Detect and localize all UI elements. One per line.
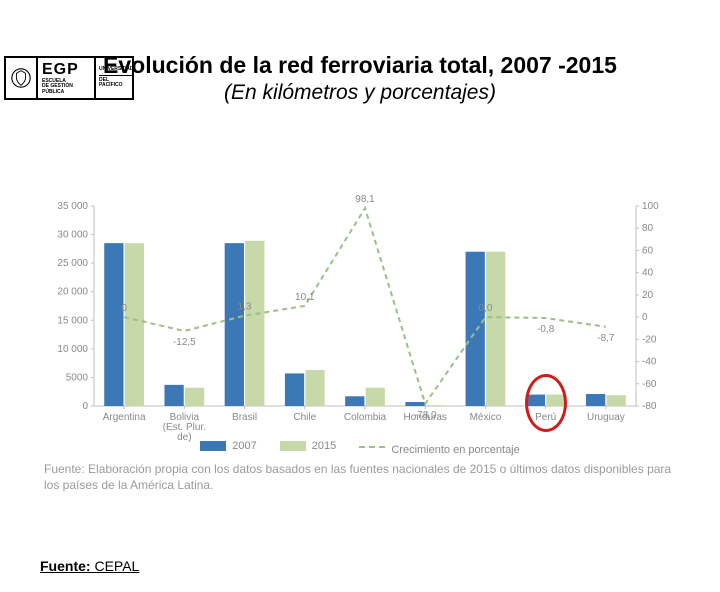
svg-text:98,1: 98,1 — [355, 194, 375, 205]
svg-text:Brasil: Brasil — [232, 412, 257, 423]
svg-text:20: 20 — [642, 290, 654, 301]
svg-text:-60: -60 — [642, 379, 657, 390]
svg-text:0,0: 0,0 — [478, 303, 492, 314]
svg-text:Colombia: Colombia — [344, 412, 387, 423]
svg-text:20 000: 20 000 — [57, 287, 88, 298]
svg-text:5000: 5000 — [66, 372, 89, 383]
svg-text:30 000: 30 000 — [57, 230, 88, 241]
svg-text:Uruguay: Uruguay — [587, 412, 625, 423]
svg-text:-12,5: -12,5 — [173, 337, 196, 348]
brand-logo: EGP ESCUELA DE GESTIÓN PÚBLICA UNIVERSID… — [4, 56, 134, 100]
svg-text:15 000: 15 000 — [57, 315, 88, 326]
chart-legend: 2007 2015 Crecimiento en porcentaje — [0, 440, 720, 456]
svg-text:-20: -20 — [642, 334, 657, 345]
source-value: CEPAL — [91, 558, 140, 574]
svg-text:Perú: Perú — [535, 412, 556, 423]
svg-text:35 000: 35 000 — [57, 201, 88, 212]
svg-text:80: 80 — [642, 223, 654, 234]
rail-network-chart: 0 5000 10 000 15 000 20 000 25 000 30 000 35 00… — [54, 200, 666, 436]
svg-text:-80: -80 — [642, 401, 657, 412]
logo-shield-icon — [6, 58, 36, 98]
legend-2007: 2007 — [200, 440, 256, 452]
svg-text:0: 0 — [121, 303, 127, 314]
svg-text:10,1: 10,1 — [295, 292, 315, 303]
page-source: Fuente: CEPAL — [40, 558, 139, 574]
source-label: Fuente: — [40, 558, 91, 574]
svg-text:-78,0: -78,0 — [414, 410, 437, 421]
svg-text:México: México — [470, 412, 502, 423]
logo-text: EGP ESCUELA DE GESTIÓN PÚBLICA — [36, 58, 96, 98]
svg-text:60: 60 — [642, 245, 654, 256]
svg-text:25 000: 25 000 — [57, 258, 88, 269]
svg-text:-8,7: -8,7 — [597, 333, 615, 344]
logo-line3: PÚBLICA — [42, 90, 94, 96]
dash-line-icon — [359, 446, 385, 448]
svg-text:0: 0 — [82, 401, 88, 412]
svg-text:100: 100 — [642, 201, 659, 212]
svg-text:0: 0 — [642, 312, 648, 323]
logo-acronym: EGP — [42, 61, 94, 79]
svg-text:Chile: Chile — [293, 412, 316, 423]
svg-text:40: 40 — [642, 268, 654, 279]
svg-text:Argentina: Argentina — [103, 412, 146, 423]
chart-source-note: Fuente: Elaboración propia con los datos… — [44, 462, 676, 493]
svg-text:1,3: 1,3 — [238, 302, 252, 313]
svg-text:-40: -40 — [642, 357, 657, 368]
svg-text:-0,8: -0,8 — [537, 324, 555, 335]
legend-growth: Crecimiento en porcentaje — [359, 444, 519, 456]
logo-university: UNIVERSIDAD DEL PACÍFICO — [96, 58, 132, 98]
legend-2015: 2015 — [280, 440, 336, 452]
svg-text:10 000: 10 000 — [57, 344, 88, 355]
